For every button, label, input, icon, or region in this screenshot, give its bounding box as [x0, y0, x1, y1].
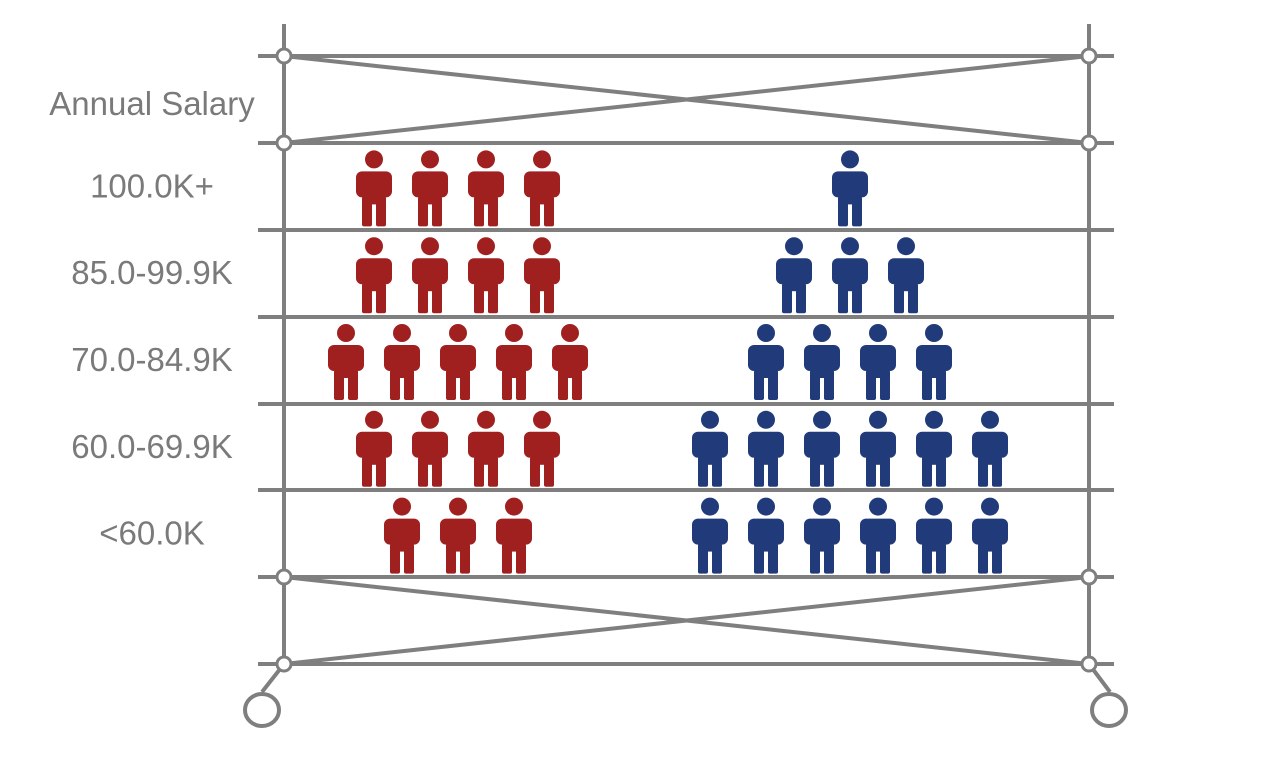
person-icon: [748, 410, 784, 487]
person-icon: [524, 410, 560, 487]
person-icon: [972, 410, 1008, 487]
joint: [1080, 655, 1098, 673]
joint: [1080, 134, 1098, 152]
person-icon: [356, 410, 392, 487]
person-icon: [384, 497, 420, 574]
person-icon: [552, 324, 588, 400]
person-icon: [692, 497, 728, 574]
person-icon: [832, 150, 868, 227]
person-icon: [860, 410, 896, 487]
joint: [275, 47, 293, 65]
person-icon: [468, 237, 504, 314]
person-icon: [804, 497, 840, 574]
person-icon: [804, 324, 840, 400]
person-icon: [832, 237, 868, 314]
person-icon: [384, 324, 420, 400]
person-icon: [412, 237, 448, 314]
person-icon: [440, 324, 476, 400]
person-icon: [860, 324, 896, 400]
person-icon: [524, 150, 560, 227]
category-label: 85.0-99.9K: [71, 254, 232, 291]
bottom-brace-b: [283, 575, 1090, 666]
joint: [1080, 47, 1098, 65]
person-icon: [748, 324, 784, 400]
right-wheel: [1090, 692, 1128, 728]
person-icon: [860, 497, 896, 574]
category-label: 60.0-69.9K: [71, 428, 232, 465]
person-icon: [748, 497, 784, 574]
category-header: Annual Salary: [49, 85, 255, 122]
left-wheel: [243, 692, 281, 728]
person-icon: [916, 410, 952, 487]
category-label: 70.0-84.9K: [71, 341, 232, 378]
person-icon: [468, 150, 504, 227]
category-label: <60.0K: [99, 515, 205, 552]
person-icon: [916, 497, 952, 574]
person-icon: [916, 324, 952, 400]
person-icon: [524, 237, 560, 314]
person-icon: [776, 237, 812, 314]
person-icon: [412, 410, 448, 487]
joint: [1080, 568, 1098, 586]
person-icon: [468, 410, 504, 487]
joint: [275, 655, 293, 673]
person-icon: [496, 497, 532, 574]
person-icon: [356, 237, 392, 314]
person-icon: [692, 410, 728, 487]
person-icon: [356, 150, 392, 227]
person-icon: [888, 237, 924, 314]
person-icon: [328, 324, 364, 400]
category-label: 100.0K+: [90, 167, 214, 204]
person-icon: [440, 497, 476, 574]
joint: [275, 568, 293, 586]
top-brace-b: [283, 54, 1090, 145]
joint: [275, 134, 293, 152]
person-icon: [972, 497, 1008, 574]
person-icon: [496, 324, 532, 400]
scaffold-frame: [243, 24, 1128, 728]
person-icon: [804, 410, 840, 487]
person-icon: [412, 150, 448, 227]
